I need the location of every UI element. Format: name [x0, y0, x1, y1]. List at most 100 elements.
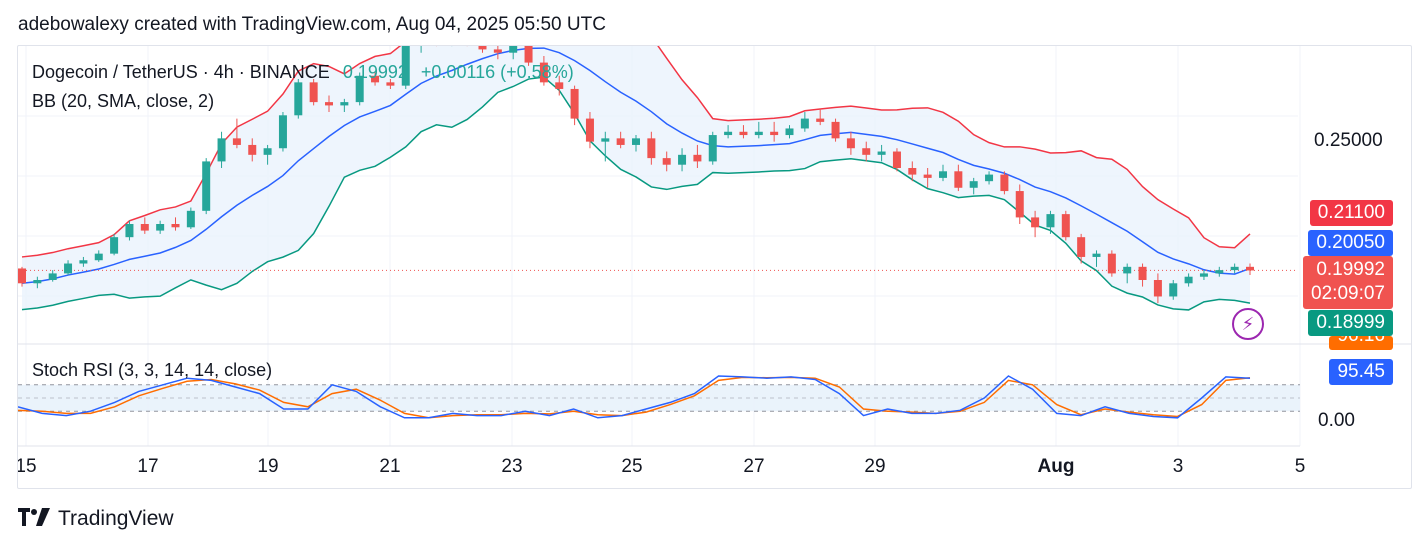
candle-body [616, 138, 625, 145]
candle-body [1184, 276, 1193, 284]
candle-body [785, 128, 794, 136]
candle-body [263, 148, 272, 155]
candle-body [371, 75, 380, 83]
candle-body [739, 131, 748, 136]
candle-body [94, 253, 103, 261]
x-tick-17: 17 [137, 456, 159, 477]
candle-body [708, 135, 717, 162]
chart-canvas[interactable] [18, 46, 1412, 489]
candle-body [355, 75, 364, 103]
x-tick-23: 23 [501, 456, 523, 477]
candle-body [800, 118, 809, 129]
candle-body [1031, 217, 1040, 228]
candle-body [601, 138, 610, 142]
bb-basis-line [21, 47, 1251, 285]
candle-body [386, 82, 395, 86]
candle-body [1061, 214, 1070, 238]
candle-body [340, 102, 349, 106]
stoch-k-label: 95.45 [1329, 359, 1393, 385]
price-axis-tick: 0.25000 [1314, 130, 1383, 151]
stoch-d-value: 96.16 [1337, 336, 1385, 346]
candle-body [33, 280, 42, 284]
candle-body [939, 171, 947, 178]
tradingview-logo[interactable]: TradingView [18, 506, 174, 532]
candle-body [985, 174, 994, 182]
candle-body [1000, 174, 1009, 192]
candle-body [309, 82, 318, 103]
lightning-icon[interactable]: ⚡ [1232, 308, 1264, 340]
candle-body [877, 151, 886, 155]
candle-body [570, 88, 579, 119]
candle-body [232, 138, 241, 145]
candle-body [110, 237, 119, 254]
bb-upper-line [21, 46, 1251, 258]
candle-body [248, 144, 257, 155]
candle-body [816, 118, 825, 122]
candle-body [1107, 253, 1116, 274]
candle-body [171, 224, 180, 228]
bb-upper-label: 0.21100 [1309, 200, 1393, 226]
candle-body [585, 118, 594, 142]
x-tick-21: 21 [379, 456, 401, 477]
stoch-axis-tick: 0.00 [1318, 410, 1355, 431]
candle-body [1123, 266, 1132, 274]
main-legend: Dogecoin / TetherUS · 4h · BINANCE 0.199… [32, 62, 574, 83]
candle-body [125, 224, 134, 238]
candle-body [555, 82, 564, 89]
candle-body [724, 131, 733, 136]
last-price-tag: 0.19992 [1316, 259, 1385, 280]
candle-body [493, 49, 502, 53]
candle-body [64, 263, 73, 274]
candle-body [908, 168, 917, 175]
x-tick-3: 3 [1172, 456, 1184, 477]
candle-body [846, 138, 855, 149]
x-tick-aug: Aug [1037, 456, 1075, 477]
candle-body [770, 131, 779, 136]
candle-body [1199, 273, 1208, 277]
candle-body [401, 46, 410, 86]
price-change-value: +0.00116 (+0.58%) [420, 62, 574, 82]
candle-body [1230, 266, 1239, 271]
candle-body [217, 138, 226, 162]
candle-body [48, 273, 57, 280]
candle-body [969, 181, 978, 188]
stoch-d-label: 96.16 [1329, 336, 1393, 350]
x-tick-5: 5 [1294, 456, 1306, 477]
candle-body [862, 148, 871, 155]
candle-body [923, 174, 932, 178]
tradingview-wordmark: TradingView [58, 507, 174, 530]
tradingview-logo-icon [18, 506, 50, 532]
candle-body [1092, 253, 1101, 257]
candle-body [1046, 214, 1055, 228]
candle-body [478, 46, 487, 50]
stoch-band-fill [18, 384, 1300, 412]
bb-lower-line [21, 76, 1251, 311]
candle-body [140, 224, 149, 231]
x-tick-15: 15 [17, 456, 37, 477]
candle-body [678, 154, 687, 165]
x-tick-25: 25 [621, 456, 643, 477]
candle-body [278, 115, 287, 149]
chart-attribution: adebowalexy created with TradingView.com… [18, 14, 606, 35]
candle-body [954, 171, 963, 188]
candle-body [18, 268, 26, 284]
bb-legend[interactable]: BB (20, SMA, close, 2) [32, 91, 215, 111]
x-tick-29: 29 [864, 456, 886, 477]
stoch-d-line [18, 376, 1251, 419]
x-tick-27: 27 [743, 456, 765, 477]
stoch-legend[interactable]: Stoch RSI (3, 3, 14, 14, close) [32, 360, 273, 380]
candle-body [1138, 266, 1147, 280]
candle-body [1169, 283, 1178, 297]
chart-frame[interactable]: Dogecoin / TetherUS · 4h · BINANCE 0.199… [17, 45, 1412, 489]
candle-body [539, 62, 548, 83]
candle-body [693, 154, 702, 162]
candle-body [156, 224, 165, 231]
candle-body [892, 151, 901, 168]
candle-body [1215, 270, 1224, 274]
candle-body [186, 210, 195, 228]
stoch-k-line [18, 375, 1251, 419]
candle-body [831, 121, 840, 139]
last-price-label: 0.19992 02:09:07 [1303, 256, 1393, 309]
symbol-title[interactable]: Dogecoin / TetherUS · 4h · BINANCE [32, 62, 330, 82]
candle-body [79, 260, 88, 264]
